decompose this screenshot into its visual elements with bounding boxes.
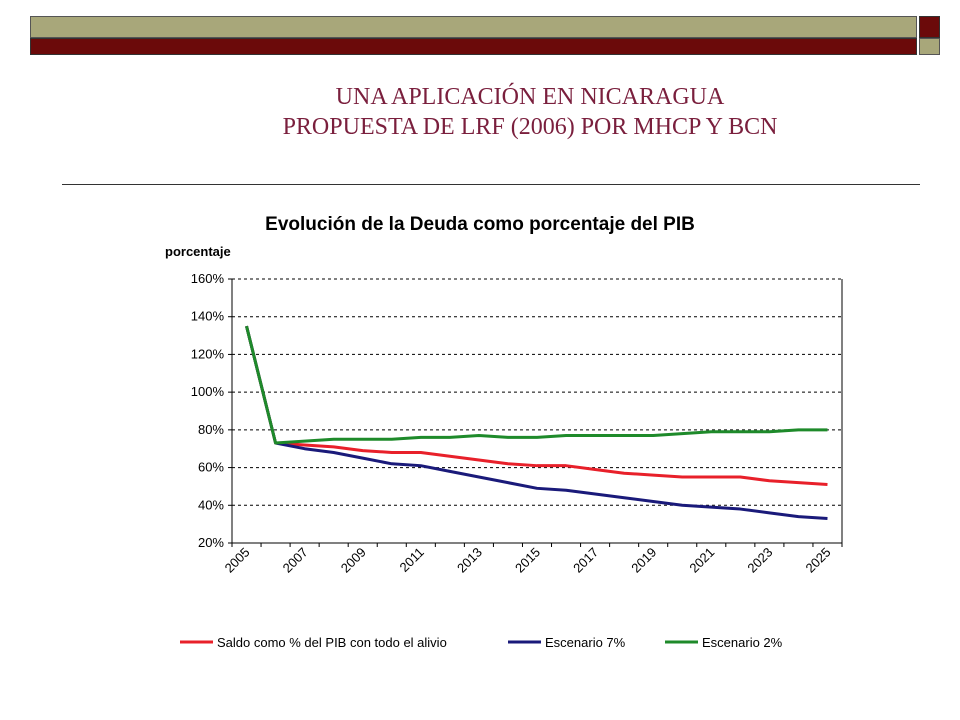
slide-title-line1: UNA APLICACIÓN EN NICARAGUA [335, 84, 725, 110]
plot-area: 20% 40% 60% 80% 100% 120% 140% 160% 2005 2007 2009… [191, 271, 843, 576]
y-axis-label: porcentaje [165, 244, 231, 259]
olive-square [919, 38, 940, 55]
y-tick-label: 120% [191, 346, 225, 361]
y-tick-label: 20% [198, 535, 224, 550]
y-tick-label: 80% [198, 422, 224, 437]
series-line-2 [245, 325, 828, 520]
slide-title: UNA APLICACIÓN EN NICARAGUA PROPUESTA DE… [0, 82, 960, 142]
x-tick-label: 2021 [686, 545, 717, 576]
maroon-square [919, 16, 940, 38]
y-tick-label: 60% [198, 460, 224, 475]
legend-label-2: Escenario 7% [545, 635, 626, 650]
x-tick-label: 2023 [744, 545, 775, 576]
olive-bar [30, 16, 917, 38]
x-tick-label: 2011 [397, 545, 427, 575]
series-line-1 [245, 325, 828, 487]
x-tick-label: 2025 [803, 545, 834, 576]
x-tick-label: 2017 [570, 545, 601, 576]
legend-label-1: Saldo como % del PIB con todo el alivio [217, 635, 447, 650]
y-tick-label: 40% [198, 497, 224, 512]
chart-title: Evolución de la Deuda como porcentaje de… [265, 214, 695, 235]
x-tick-label: 2005 [222, 545, 253, 576]
x-tick-label: 2019 [628, 545, 659, 576]
legend-label-3: Escenario 2% [702, 635, 783, 650]
y-tick-label: 160% [191, 271, 225, 286]
x-tick-label: 2013 [454, 545, 485, 576]
y-tick-label: 140% [191, 309, 225, 324]
debt-line-chart: Evolución de la Deuda como porcentaje de… [165, 214, 843, 650]
title-divider [62, 184, 920, 185]
maroon-bar [30, 38, 917, 55]
legend: Saldo como % del PIB con todo el alivio E… [180, 635, 783, 650]
y-tick-label: 100% [191, 384, 225, 399]
x-tick-label: 2007 [280, 545, 311, 576]
x-tick-label: 2009 [338, 545, 369, 576]
decorative-top-bar [30, 16, 940, 55]
slide-title-line2: PROPUESTA DE LRF (2006) POR MHCP Y BCN [282, 114, 778, 140]
series-line-3 [245, 325, 828, 445]
x-tick-label: 2015 [512, 545, 543, 576]
